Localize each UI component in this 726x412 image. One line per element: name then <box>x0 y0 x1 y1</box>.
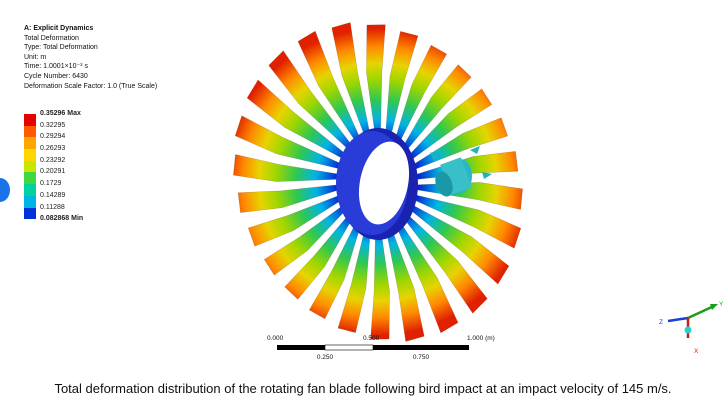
legend-swatch <box>24 114 36 126</box>
info-line: Time: 1.0001×10⁻³ s <box>24 63 88 71</box>
legend-label: 0.26293 <box>40 145 66 153</box>
legend-label: 0.32295 <box>40 121 66 129</box>
blade <box>366 24 386 139</box>
legend-swatch <box>24 172 36 185</box>
legend-swatch <box>24 184 36 196</box>
blade <box>370 225 390 340</box>
info-line: Type: Total Deformation <box>24 44 98 52</box>
scale-label: 0.500 <box>363 335 380 342</box>
axis-triad <box>667 304 718 338</box>
legend-label: 0.35296 Max <box>40 110 81 117</box>
legend-swatch <box>24 125 36 138</box>
axis-label: X <box>694 348 699 355</box>
scale-label: 1.000 (m) <box>467 335 495 342</box>
result-info: A: Explicit Dynamics Total Deformation Typ… <box>24 24 157 91</box>
scale-label: 0.000 <box>267 335 284 342</box>
hub <box>336 128 418 240</box>
info-line: Cycle Number: 6430 <box>24 72 88 80</box>
info-line: Total Deformation <box>24 34 79 42</box>
legend-swatch <box>24 160 36 173</box>
legend-label: 0.1729 <box>40 180 62 188</box>
legend-swatch <box>24 149 36 161</box>
legend-label: 0.11288 <box>40 203 65 211</box>
axis-label: Z <box>659 319 663 326</box>
scale-label: 0.250 <box>317 354 334 361</box>
legend-swatch <box>24 137 36 150</box>
bird-debris <box>430 146 492 197</box>
legend-label: 0.082868 Min <box>40 215 84 223</box>
scale-bar <box>277 344 469 351</box>
legend-swatch <box>24 195 36 208</box>
info-line: Unit: m <box>24 53 47 61</box>
scale-label: 0.750 <box>413 354 430 361</box>
legend-label: 0.23292 <box>40 156 66 164</box>
legend-swatch <box>24 207 36 220</box>
axis-label: Y <box>719 301 724 308</box>
legend-label: 0.20291 <box>40 168 66 176</box>
caption: Total deformation distribution of the ro… <box>54 381 672 396</box>
fan-blades <box>233 22 523 342</box>
info-line: A: Explicit Dynamics <box>24 25 94 32</box>
legend-label: 0.29294 <box>40 133 66 141</box>
side-indicator <box>0 178 10 202</box>
legend-label: 0.14289 <box>40 191 66 199</box>
info-line: Deformation Scale Factor: 1.0 (True Scal… <box>24 82 158 90</box>
